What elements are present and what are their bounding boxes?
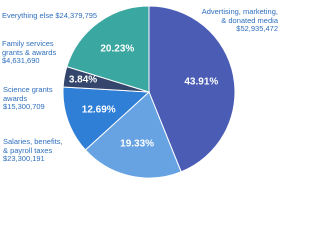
pie-slice bbox=[148, 5, 236, 173]
slice-label: Everything else $24,379,795 bbox=[2, 11, 132, 21]
pie-slice bbox=[62, 86, 151, 151]
slice-label: Salaries, benefits, & payroll taxes $23,3… bbox=[3, 137, 65, 164]
page: 43.91%19.33%12.69%3.84%20.23% (() => { c… bbox=[2, 5, 278, 179]
amount-label: $24,379,795 bbox=[55, 11, 98, 20]
percent-label: 3.84% bbox=[69, 75, 97, 86]
category-name: Advertising, marketing, & donated media bbox=[201, 7, 278, 25]
amount-label: $4,631,690 bbox=[2, 56, 40, 65]
category-name: Science grants awards bbox=[3, 85, 53, 103]
pie-slice bbox=[84, 91, 182, 179]
chart: 43.91% 19.33% 12.69% 3.84% 20.23% bbox=[62, 5, 236, 179]
amount-label: $52,935,472 bbox=[236, 24, 278, 33]
slice-label: Advertising, marketing, & donated media $… bbox=[196, 7, 278, 34]
percent-label: 20.23% bbox=[100, 44, 134, 55]
slice-label: Science grants awards $15,300,709 bbox=[3, 85, 58, 112]
amount-label: $23,300,191 bbox=[3, 154, 45, 163]
category-name: Family services grants & awards bbox=[2, 39, 57, 57]
percent-label: 43.91% bbox=[184, 77, 218, 88]
amount-label: $15,300,709 bbox=[3, 102, 45, 111]
category-name: Everything else bbox=[2, 11, 54, 20]
pie-slice bbox=[66, 5, 150, 93]
slice-label: Family services grants & awards $4,631,69… bbox=[2, 39, 72, 66]
category-name: Salaries, benefits, & payroll taxes bbox=[3, 137, 63, 155]
percent-label: 19.33% bbox=[120, 139, 154, 150]
percent-label: 12.69% bbox=[82, 104, 116, 115]
